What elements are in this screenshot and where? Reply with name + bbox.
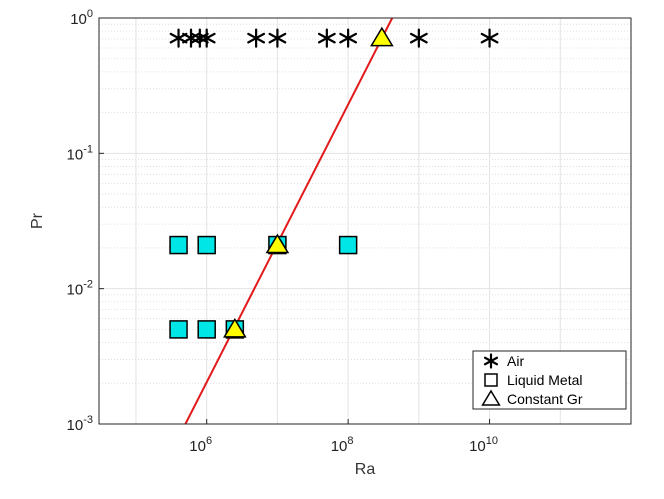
air-point — [190, 28, 209, 48]
constant-gr-point — [223, 317, 247, 338]
y-tick-exp: -1 — [83, 143, 93, 155]
y-tick-label: 10-3 — [67, 414, 93, 434]
y-axis-label: Pr — [29, 212, 46, 229]
x-tick-base: 10 — [331, 438, 348, 455]
liquid-metal-point — [197, 235, 216, 255]
liquid-metal-point — [169, 320, 188, 339]
x-tick-exp: 8 — [347, 435, 353, 447]
x-tick-label: 1010 — [469, 435, 498, 455]
legend-marker-air — [483, 353, 499, 369]
air-point — [480, 28, 499, 48]
x-tick-label: 108 — [331, 435, 354, 455]
air-point — [317, 28, 336, 48]
air-point — [268, 28, 287, 48]
y-tick-base: 10 — [70, 11, 87, 28]
air-point — [197, 28, 216, 48]
legend-label-constant-gr: Constant Gr — [507, 391, 583, 407]
x-tick-base: 10 — [469, 438, 486, 455]
constant-gr-point — [370, 26, 394, 47]
y-tick-exp: -3 — [83, 414, 93, 426]
plot-frame — [98, 17, 632, 425]
x-tick-label: 106 — [189, 435, 212, 455]
legend-label-liquid-metal: Liquid Metal — [507, 372, 583, 388]
y-tick-base: 10 — [67, 146, 84, 163]
trend-line-group — [184, 18, 394, 424]
legend-asterisk-icon — [483, 353, 499, 369]
legend-box — [472, 350, 627, 410]
y-tick-label: 10-1 — [67, 143, 93, 163]
y-tick-exp: -2 — [83, 279, 93, 291]
liquid-metal-point — [338, 235, 358, 255]
liquid-metal-point — [197, 320, 216, 339]
air-point — [339, 28, 358, 48]
y-tick-base: 10 — [67, 282, 84, 299]
legend-square-icon — [484, 373, 498, 387]
legend: Air Liquid Metal Constant Gr — [472, 350, 627, 410]
air-point — [247, 28, 266, 48]
constant-gr-point — [265, 233, 290, 254]
y-tick-base: 10 — [67, 417, 84, 434]
y-tick-exp: 0 — [87, 8, 93, 20]
air-point — [409, 28, 428, 48]
x-axis-label: Ra — [355, 461, 376, 478]
x-tick-exp: 6 — [206, 435, 212, 447]
legend-marker-constant-gr — [481, 389, 501, 406]
x-tick-exp: 10 — [486, 435, 498, 447]
markers — [169, 26, 499, 339]
legend-marker-liquid-metal — [484, 373, 498, 387]
trend-line — [184, 18, 394, 424]
legend-label-air: Air — [507, 353, 524, 369]
y-tick-label: 10-2 — [67, 279, 93, 299]
liquid-metal-point — [169, 235, 188, 255]
y-tick-label: 100 — [70, 8, 93, 28]
legend-triangle-icon — [481, 389, 501, 406]
x-tick-base: 10 — [189, 438, 206, 455]
